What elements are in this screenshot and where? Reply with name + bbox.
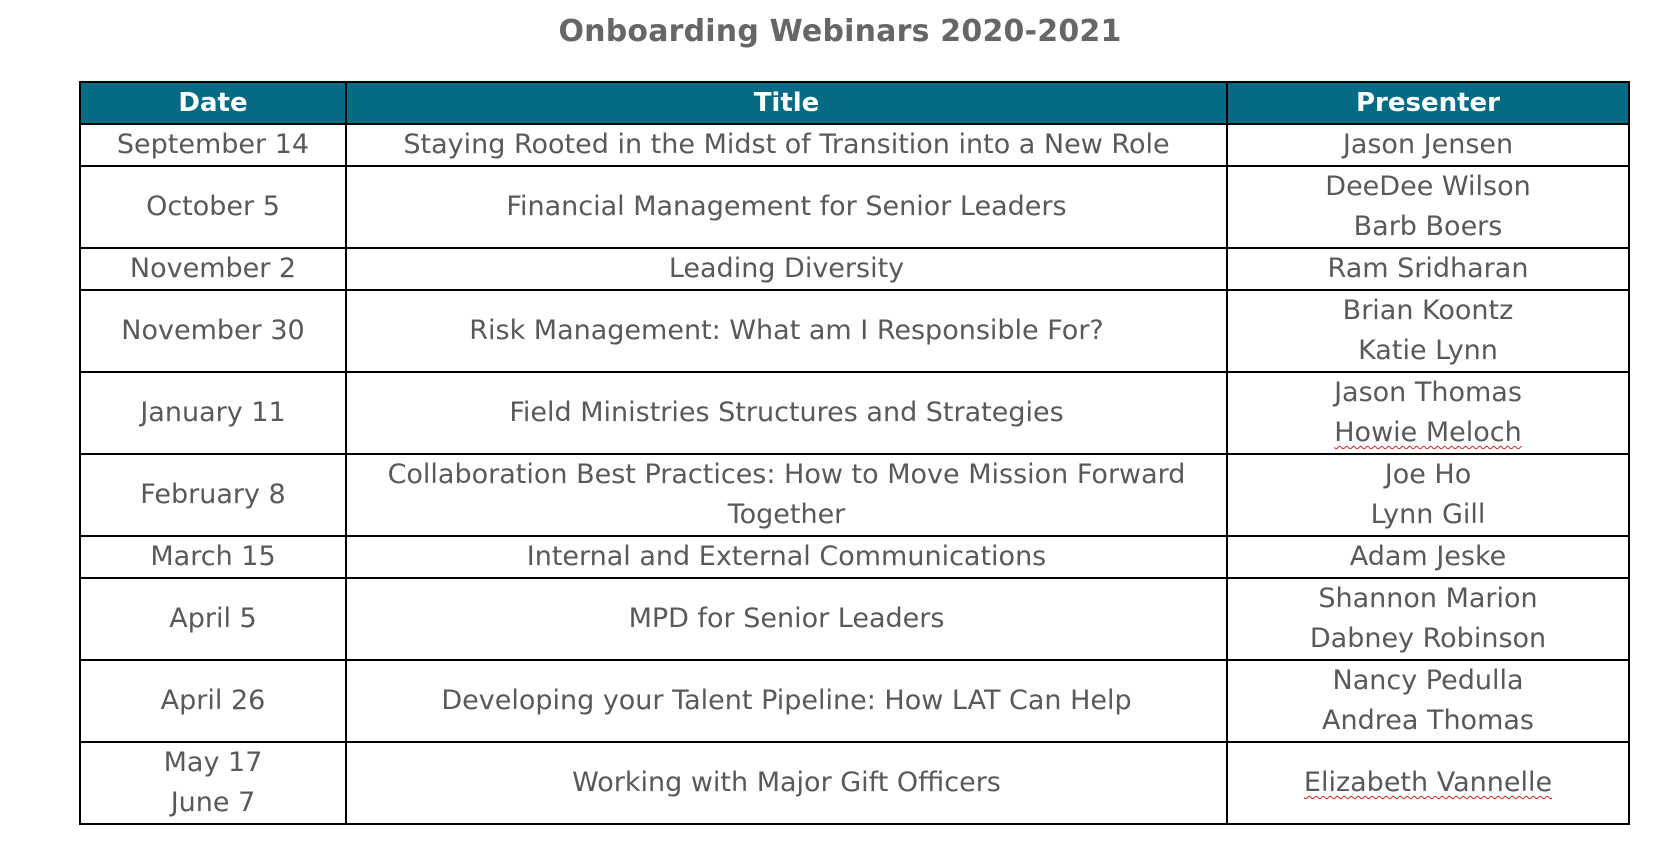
title-cell: Internal and External Communications — [345, 535, 1228, 579]
table-row: May 17 June 7 Working with Major Gift Of… — [79, 741, 1630, 825]
table-row: September 14 Staying Rooted in the Midst… — [79, 123, 1630, 167]
title-cell: Developing your Talent Pipeline: How LAT… — [345, 659, 1228, 743]
title-line: Leading Diversity — [668, 253, 905, 284]
presenter-cell: Nancy Pedulla Andrea Thomas — [1226, 659, 1630, 743]
date-line: June 7 — [170, 787, 256, 818]
presenter-line: Dabney Robinson — [1309, 623, 1547, 654]
date-cell: November 2 — [79, 247, 347, 291]
presenter-line: Ram Sridharan — [1327, 253, 1529, 284]
presenter-cell: Adam Jeske — [1226, 535, 1630, 579]
table-row: April 26 Developing your Talent Pipeline… — [79, 659, 1630, 743]
presenter-cell: DeeDee Wilson Barb Boers — [1226, 165, 1630, 249]
title-line: Risk Management: What am I Responsible F… — [469, 315, 1104, 346]
presenter-line: Barb Boers — [1353, 211, 1503, 242]
spellcheck-flagged-text: Howie Meloch — [1334, 417, 1522, 448]
presenter-line: Adam Jeske — [1349, 541, 1507, 572]
date-cell: April 5 — [79, 577, 347, 661]
header-date: Date — [79, 81, 347, 125]
table-row: February 8 Collaboration Best Practices:… — [79, 453, 1630, 537]
date-line: October 5 — [146, 191, 280, 222]
title-cell: Staying Rooted in the Midst of Transitio… — [345, 123, 1228, 167]
document-title: Onboarding Webinars 2020-2021 — [558, 14, 1122, 49]
presenter-line: Nancy Pedulla — [1332, 665, 1524, 696]
table-row: April 5 MPD for Senior Leaders Shannon M… — [79, 577, 1630, 661]
presenter-cell: Shannon Marion Dabney Robinson — [1226, 577, 1630, 661]
date-line: February 8 — [140, 479, 286, 510]
title-cell: Collaboration Best Practices: How to Mov… — [345, 453, 1228, 537]
title-line: Staying Rooted in the Midst of Transitio… — [403, 129, 1170, 160]
table-row: October 5 Financial Management for Senio… — [79, 165, 1630, 249]
title-cell: Working with Major Gift Officers — [345, 741, 1228, 825]
presenter-cell: Elizabeth Vannelle — [1226, 741, 1630, 825]
presenter-line: DeeDee Wilson — [1325, 171, 1531, 202]
date-cell: September 14 — [79, 123, 347, 167]
title-line: MPD for Senior Leaders — [628, 603, 945, 634]
presenter-line: Jason Thomas — [1334, 377, 1522, 408]
table-row: March 15 Internal and External Communica… — [79, 535, 1630, 579]
date-line: November 2 — [129, 253, 297, 284]
presenter-line: Shannon Marion — [1318, 583, 1538, 614]
date-cell: May 17 June 7 — [79, 741, 347, 825]
title-line: Working with Major Gift Officers — [572, 767, 1001, 798]
title-cell: Field Ministries Structures and Strategi… — [345, 371, 1228, 455]
presenter-cell: Brian Koontz Katie Lynn — [1226, 289, 1630, 373]
date-cell: March 15 — [79, 535, 347, 579]
webinar-schedule-table: Date Title Presenter September 14 Stayin… — [79, 81, 1630, 825]
title-cell: Financial Management for Senior Leaders — [345, 165, 1228, 249]
title-line: Financial Management for Senior Leaders — [506, 191, 1067, 222]
date-cell: January 11 — [79, 371, 347, 455]
date-line: September 14 — [116, 129, 310, 160]
presenter-line: Katie Lynn — [1358, 335, 1498, 366]
presenter-line: Joe Ho — [1384, 459, 1472, 490]
presenter-line: Howie Meloch — [1228, 413, 1628, 453]
title-line: Developing your Talent Pipeline: How LAT… — [441, 685, 1132, 716]
date-line: March 15 — [150, 541, 276, 572]
title-cell: MPD for Senior Leaders — [345, 577, 1228, 661]
title-line: Field Ministries Structures and Strategi… — [509, 397, 1064, 428]
title-line: Internal and External Communications — [526, 541, 1047, 572]
presenter-line: Elizabeth Vannelle — [1228, 763, 1628, 803]
title-line: Together — [727, 499, 846, 530]
header-title: Title — [345, 81, 1228, 125]
table-row: November 2 Leading Diversity Ram Sridhar… — [79, 247, 1630, 291]
date-line: May 17 — [163, 747, 263, 778]
header-presenter: Presenter — [1226, 81, 1630, 125]
presenter-line: Lynn Gill — [1370, 499, 1486, 530]
title-cell: Leading Diversity — [345, 247, 1228, 291]
date-cell: November 30 — [79, 289, 347, 373]
date-line: November 30 — [121, 315, 305, 346]
presenter-line: Andrea Thomas — [1321, 705, 1534, 736]
table-row: January 11 Field Ministries Structures a… — [79, 371, 1630, 455]
table-row: November 30 Risk Management: What am I R… — [79, 289, 1630, 373]
title-line: Collaboration Best Practices: How to Mov… — [387, 459, 1186, 490]
date-cell: February 8 — [79, 453, 347, 537]
date-cell: April 26 — [79, 659, 347, 743]
date-line: January 11 — [140, 397, 286, 428]
spellcheck-flagged-text: Elizabeth Vannelle — [1303, 767, 1553, 798]
date-line: April 26 — [160, 685, 266, 716]
presenter-cell: Joe Ho Lynn Gill — [1226, 453, 1630, 537]
presenter-cell: Jason Jensen — [1226, 123, 1630, 167]
date-line: April 5 — [169, 603, 257, 634]
presenter-cell: Ram Sridharan — [1226, 247, 1630, 291]
table-header-row: Date Title Presenter — [79, 81, 1630, 125]
presenter-line: Brian Koontz — [1342, 295, 1514, 326]
presenter-cell: Jason Thomas Howie Meloch — [1226, 371, 1630, 455]
presenter-line: Jason Jensen — [1342, 129, 1514, 160]
date-cell: October 5 — [79, 165, 347, 249]
title-cell: Risk Management: What am I Responsible F… — [345, 289, 1228, 373]
